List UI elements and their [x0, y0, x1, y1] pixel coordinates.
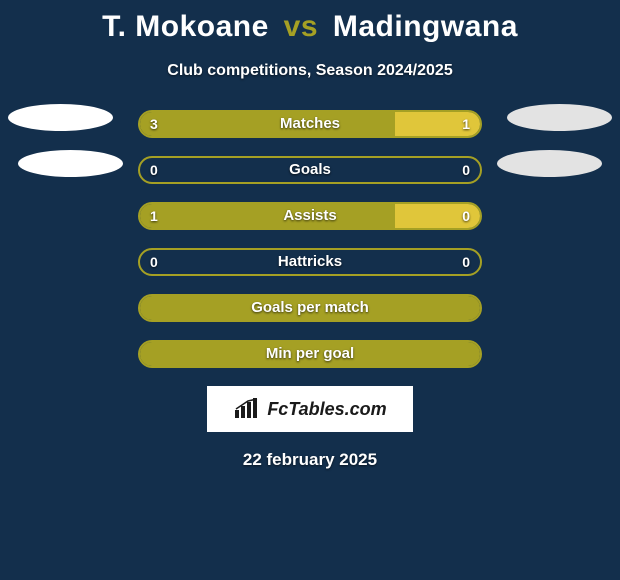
player2-value: 0 — [462, 158, 470, 182]
branding-box: FcTables.com — [207, 386, 413, 432]
player2-club-placeholder — [497, 150, 602, 177]
player1-club-placeholder — [18, 150, 123, 177]
stat-row: Matches3 1 — [138, 110, 482, 138]
stat-label: Min per goal — [140, 342, 480, 366]
stat-label: Assists — [140, 204, 480, 228]
stat-row: Assists1 0 — [138, 202, 482, 230]
player1-avatar-placeholder — [8, 104, 113, 131]
comparison-title: T. Mokoane vs Madingwana — [0, 0, 620, 44]
stat-label: Goals — [140, 158, 480, 182]
vs-label: vs — [284, 10, 318, 43]
player1-name: T. Mokoane — [102, 10, 269, 43]
player2-avatar-placeholder — [507, 104, 612, 131]
stat-label: Matches — [140, 112, 480, 136]
player2-name: Madingwana — [333, 10, 518, 43]
player2-value: 0 — [462, 204, 470, 228]
player2-value: 1 — [462, 112, 470, 136]
stat-row: Goals0 0 — [138, 156, 482, 184]
player1-value: 3 — [150, 112, 158, 136]
date-label: 22 february 2025 — [0, 450, 620, 470]
chart-area: Matches31Goals00Assists10Hattricks00Goal… — [0, 110, 620, 470]
stat-row: Min per goal — [138, 340, 482, 368]
player1-value: 0 — [150, 158, 158, 182]
stat-bars: Matches31Goals00Assists10Hattricks00Goal… — [138, 110, 482, 368]
stat-row: Goals per match — [138, 294, 482, 322]
player1-value: 0 — [150, 250, 158, 274]
branding-text: FcTables.com — [267, 399, 386, 420]
stat-label: Hattricks — [140, 250, 480, 274]
stat-row: Hattricks0 0 — [138, 248, 482, 276]
player1-value: 1 — [150, 204, 158, 228]
stat-label: Goals per match — [140, 296, 480, 320]
subtitle: Club competitions, Season 2024/2025 — [0, 62, 620, 80]
fctables-icon — [233, 398, 261, 420]
player2-value: 0 — [462, 250, 470, 274]
